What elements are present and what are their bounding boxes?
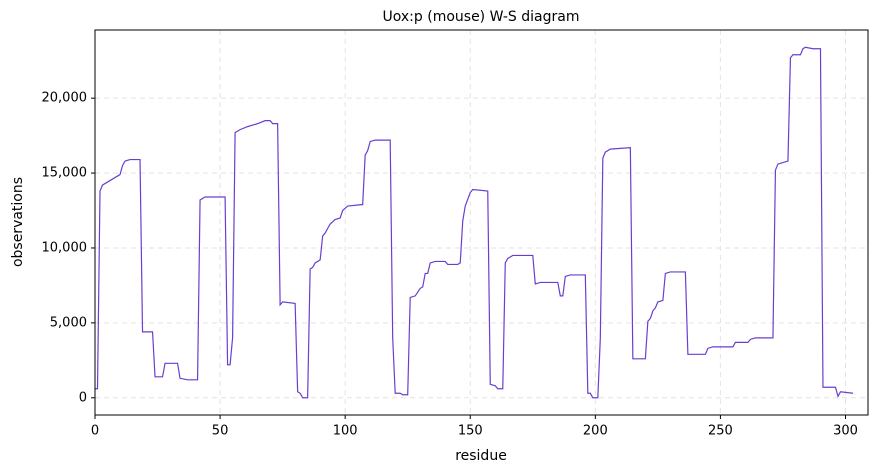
y-tick-label: 5,000 xyxy=(50,315,87,330)
x-tick-label: 100 xyxy=(333,424,358,439)
x-tick-label: 300 xyxy=(833,424,858,439)
y-tick-label: 10,000 xyxy=(42,240,88,255)
x-tick-label: 150 xyxy=(458,424,483,439)
data-line xyxy=(95,46,854,399)
x-tick-label: 50 xyxy=(212,424,229,439)
y-tick-label: 0 xyxy=(79,390,87,405)
plot-frame xyxy=(94,29,869,416)
chart-title: Uox:p (mouse) W-S diagram xyxy=(383,9,580,25)
y-axis-label: observations xyxy=(10,177,26,267)
x-tick-label: 200 xyxy=(583,424,608,439)
y-tick-label: 20,000 xyxy=(42,91,88,106)
y-tick-label: 15,000 xyxy=(42,166,88,181)
x-axis-label: residue xyxy=(455,448,507,464)
x-tick-label: 250 xyxy=(708,424,733,439)
x-tick-label: 0 xyxy=(91,424,99,439)
